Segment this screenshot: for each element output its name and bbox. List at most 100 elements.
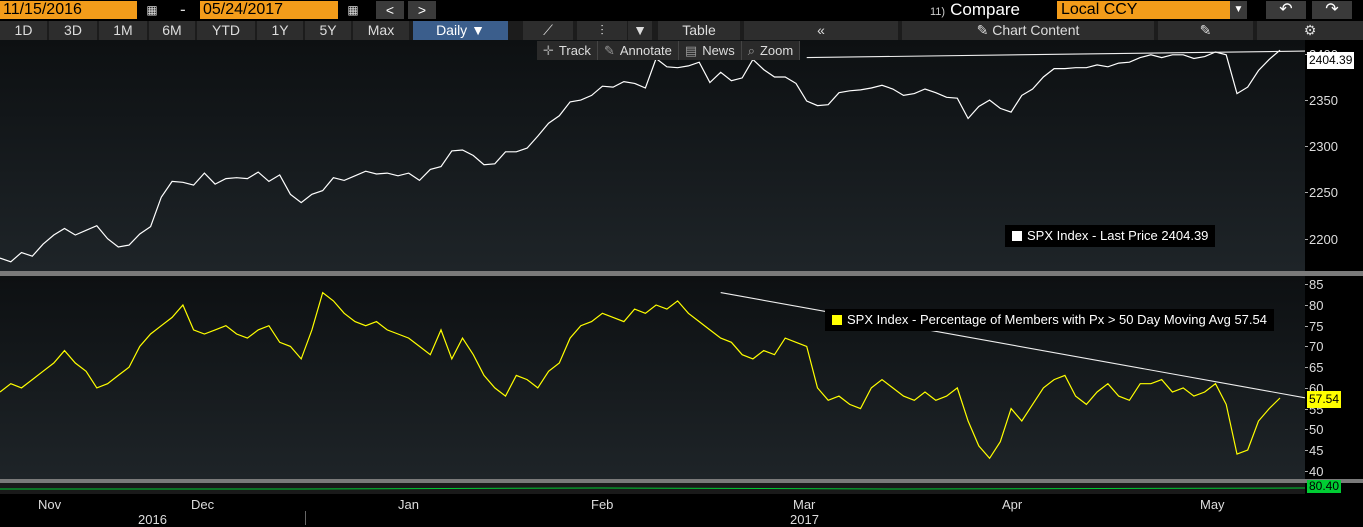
- tick-mark: [1305, 387, 1308, 389]
- price-legend-name: SPX Index - Last Price: [1027, 228, 1158, 243]
- series-line: [0, 291, 1281, 460]
- next-button[interactable]: >: [408, 1, 436, 19]
- prev-button[interactable]: <: [376, 1, 404, 19]
- period-1m[interactable]: 1M: [99, 21, 147, 40]
- price-tick: 2200: [1309, 231, 1338, 247]
- zoom-tool[interactable]: ⌕ Zoom: [742, 41, 801, 60]
- tick-mark: [1305, 470, 1308, 472]
- tick-mark: [1305, 146, 1308, 148]
- news-tool[interactable]: ▤ News: [679, 41, 742, 60]
- x-month-label: Mar: [793, 497, 816, 512]
- tick-mark: [1305, 192, 1308, 194]
- compare-number: 11): [930, 6, 946, 18]
- price-chart: [0, 49, 1305, 263]
- top-toolbar: 11/15/2016 ▦ - 05/24/2017 ▦ < > 11) Compa…: [0, 0, 1363, 20]
- settings-button[interactable]: ⚙: [1257, 21, 1363, 40]
- calendar-icon[interactable]: ▦: [347, 3, 359, 17]
- tick-mark: [1305, 408, 1308, 410]
- x-month-label: Jan: [398, 497, 419, 512]
- x-month-label: Nov: [38, 497, 62, 512]
- breadth-tick: 75: [1309, 318, 1324, 334]
- track-tool[interactable]: ✛ Track: [537, 41, 598, 60]
- breadth-tick: 50: [1309, 422, 1324, 438]
- tick-mark: [1305, 346, 1308, 348]
- panel-divider[interactable]: [0, 479, 1363, 483]
- compare-button[interactable]: 11) Compare: [930, 0, 1020, 20]
- panel-divider[interactable]: [0, 271, 1363, 276]
- start-date-field[interactable]: 11/15/2016: [0, 1, 137, 19]
- price-tick: 2300: [1309, 139, 1338, 155]
- chevron-down-icon[interactable]: ▼: [1230, 1, 1247, 19]
- price-panel: SPX Index - Last Price 2404.39: [0, 40, 1305, 271]
- price-legend-value: 2404.39: [1161, 228, 1209, 243]
- indicator-panel: [0, 483, 1305, 494]
- annotate-tool[interactable]: ✎ Annotate: [598, 41, 679, 60]
- trendline[interactable]: [806, 50, 1305, 59]
- tick-mark: [1305, 325, 1308, 327]
- period-ytd[interactable]: YTD: [197, 21, 255, 40]
- breadth-chart: [0, 291, 1305, 460]
- compare-label: Compare: [950, 0, 1021, 19]
- breadth-panel: SPX Index - Percentage of Members with P…: [0, 276, 1305, 479]
- chart-content-button[interactable]: ✎ Chart Content: [902, 21, 1154, 40]
- x-month-label: Dec: [191, 497, 215, 512]
- calendar-icon[interactable]: ▦: [146, 3, 158, 17]
- tick-mark: [1305, 284, 1308, 286]
- year-divider: [305, 511, 306, 525]
- indicator-last-label: 80.40: [1307, 479, 1342, 493]
- chart-content-label: Chart Content: [992, 22, 1080, 38]
- chart-tools: ✛ Track ✎ Annotate ▤ News ⌕ Zoom: [537, 41, 801, 60]
- tick-mark: [1305, 238, 1308, 240]
- breadth-legend: SPX Index - Percentage of Members with P…: [825, 309, 1274, 331]
- breadth-axis: 85 80 75 70 65 60 55 50 45 40: [1305, 276, 1363, 479]
- tick-mark: [1305, 367, 1308, 369]
- breadth-tick: 70: [1309, 339, 1324, 355]
- date-dash: -: [180, 0, 186, 19]
- period-1d[interactable]: 1D: [0, 21, 47, 40]
- price-tick: 2350: [1309, 93, 1338, 109]
- table-button[interactable]: Table: [658, 21, 740, 40]
- pencil-icon: ✎: [603, 43, 615, 58]
- breadth-tick: 80: [1309, 298, 1324, 313]
- breadth-legend-name: SPX Index - Percentage of Members with P…: [847, 312, 1231, 327]
- edit-button[interactable]: ✎: [1158, 21, 1253, 40]
- price-last-label: 2404.39: [1307, 52, 1355, 69]
- currency-select[interactable]: Local CCY: [1057, 1, 1230, 19]
- tick-mark: [1305, 429, 1308, 431]
- redo-button[interactable]: ↷: [1312, 1, 1352, 19]
- breadth-tick: 45: [1309, 443, 1324, 458]
- tick-mark: [1305, 305, 1308, 306]
- trendline[interactable]: [720, 292, 1305, 399]
- x-year-label: 2017: [790, 512, 819, 527]
- period-1y[interactable]: 1Y: [257, 21, 303, 40]
- undo-button[interactable]: ↶: [1266, 1, 1306, 19]
- annotate-label: Annotate: [619, 43, 672, 58]
- breadth-tick: 65: [1309, 360, 1324, 376]
- tick-mark: [1305, 100, 1308, 102]
- chevron-down-icon[interactable]: ▼: [628, 21, 652, 40]
- frequency-select[interactable]: Daily ▼: [413, 21, 508, 40]
- x-year-label: 2016: [138, 512, 167, 527]
- zoom-label: Zoom: [759, 43, 794, 58]
- indicator-chart: [0, 487, 1305, 490]
- pencil-icon: ✎: [976, 22, 993, 38]
- period-3d[interactable]: 3D: [49, 21, 97, 40]
- line-chart-icon[interactable]: ⟋: [523, 21, 573, 40]
- tick-mark: [1305, 450, 1308, 451]
- price-tick: 2250: [1309, 185, 1338, 201]
- indicator-line: [0, 487, 1305, 490]
- legend-swatch: [1012, 231, 1022, 241]
- track-label: Track: [558, 43, 591, 58]
- x-axis: Nov Dec Jan Feb Mar Apr May 2016 2017: [0, 494, 1363, 527]
- price-axis: 24002350230022502200: [1305, 40, 1363, 271]
- bar-chart-icon[interactable]: ⫶: [577, 21, 627, 40]
- end-date-field[interactable]: 05/24/2017: [200, 1, 338, 19]
- legend-swatch: [832, 315, 842, 325]
- period-toolbar: 1D 3D 1M 6M YTD 1Y 5Y Max Daily ▼ ⟋ ⫶ ▼ …: [0, 21, 1363, 40]
- x-month-label: May: [1200, 497, 1225, 512]
- period-max[interactable]: Max: [353, 21, 409, 40]
- period-5y[interactable]: 5Y: [305, 21, 351, 40]
- period-6m[interactable]: 6M: [149, 21, 195, 40]
- collapse-button[interactable]: «: [744, 21, 898, 40]
- breadth-legend-value: 57.54: [1234, 312, 1267, 327]
